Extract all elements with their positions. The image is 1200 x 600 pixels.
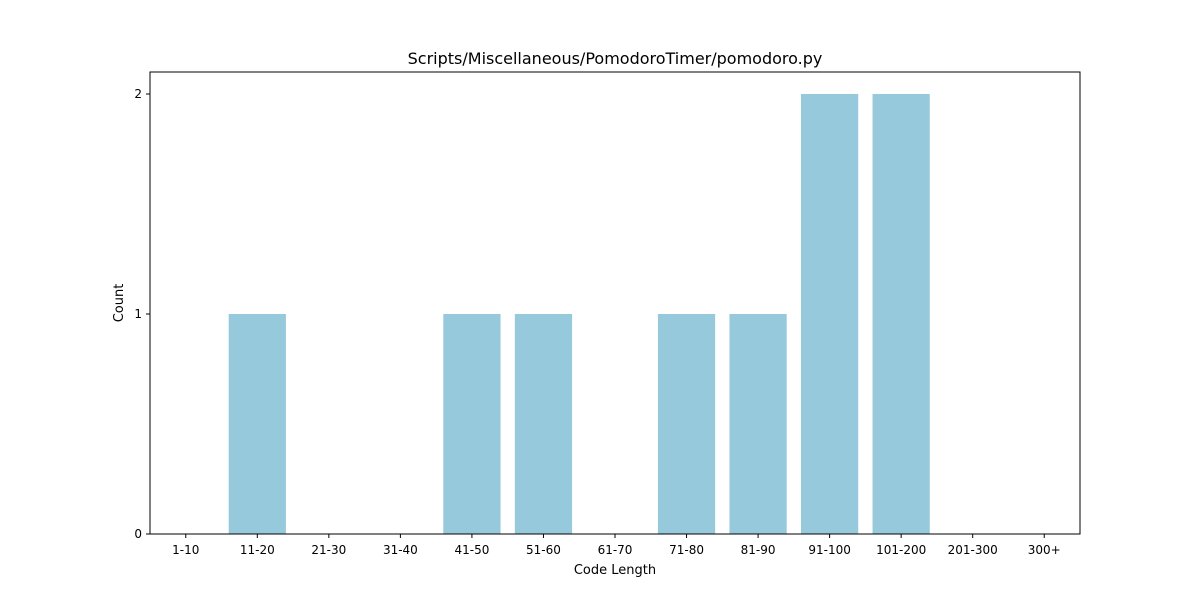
x-axis-label: Code Length (574, 563, 656, 578)
bars-group (228, 94, 930, 534)
x-tick-label: 51-60 (526, 543, 561, 557)
bar-41-50 (443, 314, 501, 534)
x-tick-label: 1-10 (172, 543, 199, 557)
x-tick-label: 101-200 (876, 543, 926, 557)
x-tick-label: 61-70 (598, 543, 633, 557)
bar-91-100 (801, 94, 859, 534)
x-tick-label: 71-80 (669, 543, 704, 557)
x-tick-label: 31-40 (383, 543, 418, 557)
x-tick-label: 300+ (1028, 543, 1061, 557)
y-axis: 0 1 2 (134, 87, 150, 541)
x-tick-label: 91-100 (808, 543, 851, 557)
plot-frame (149, 71, 1081, 535)
y-axis-label: Count (112, 284, 127, 323)
bar-71-80 (657, 314, 716, 534)
x-tick-label: 201-300 (948, 543, 998, 557)
x-tick-label: 11-20 (240, 543, 275, 557)
y-tick-label: 2 (134, 87, 142, 101)
x-tick-label: 81-90 (741, 543, 776, 557)
x-tick-label: 41-50 (454, 543, 489, 557)
chart-title: Scripts/Miscellaneous/PomodoroTimer/pomo… (408, 49, 823, 68)
bar-81-90 (729, 314, 787, 534)
bar-51-60 (514, 314, 573, 534)
x-axis: 1-10 11-20 21-30 31-40 41-50 51-60 61-70 71-80 8… (172, 534, 1061, 557)
bar-11-20 (228, 314, 286, 534)
x-tick-label: 21-30 (311, 543, 346, 557)
bar-101-200 (872, 94, 930, 534)
y-tick-label: 1 (134, 307, 142, 321)
y-tick-label: 0 (134, 527, 142, 541)
